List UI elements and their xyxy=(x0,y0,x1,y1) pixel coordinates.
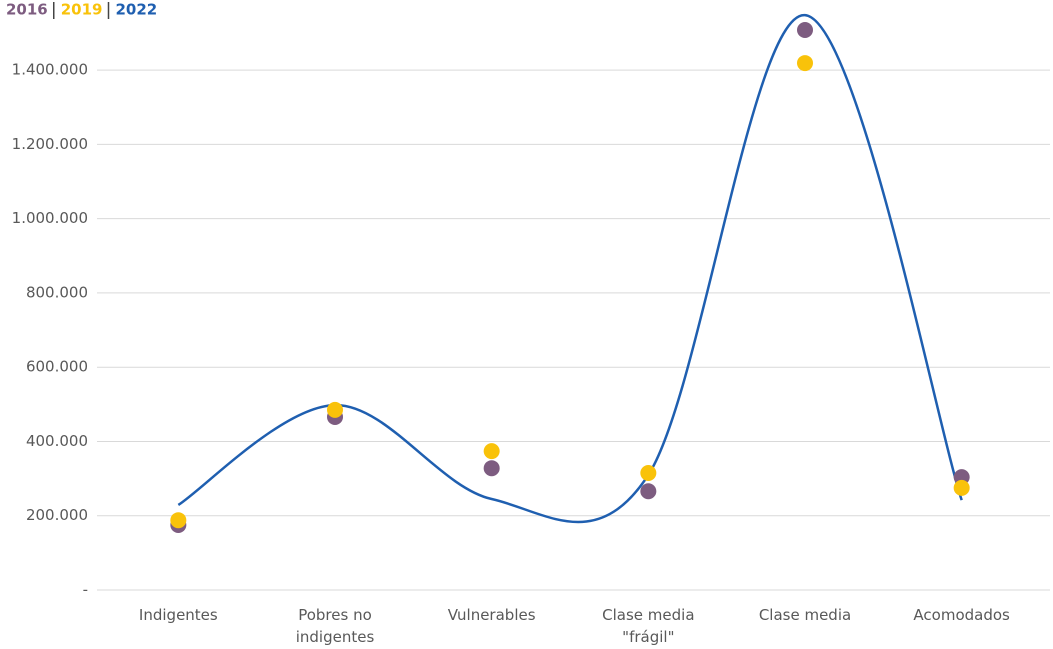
x-tick-label: Indigentes xyxy=(138,606,218,624)
data-point xyxy=(170,512,187,529)
data-point xyxy=(797,22,813,39)
x-tick-label: Pobres no indigentes xyxy=(295,606,375,646)
y-tick-label: 800.000 xyxy=(26,283,88,301)
y-tick-label: 400.000 xyxy=(26,432,88,450)
data-point xyxy=(483,443,500,460)
legend-entry: 2019 xyxy=(61,1,103,19)
y-tick-label: - xyxy=(83,581,88,599)
data-point xyxy=(327,401,343,418)
y-tick-label: 1.400.000 xyxy=(12,61,88,79)
legend-entry: 2016 xyxy=(6,1,48,19)
legend-entry: 2022 xyxy=(116,1,158,19)
data-point xyxy=(640,483,657,500)
x-tick-label: Clase media xyxy=(758,606,852,624)
y-tick-label: 1.000.000 xyxy=(12,209,88,227)
x-tick-label: Vulnerables xyxy=(447,606,536,624)
data-point xyxy=(483,460,500,477)
x-tick-label: Clase media "frágil" xyxy=(602,606,695,646)
data-point xyxy=(640,465,657,482)
y-tick-label: 1.200.000 xyxy=(12,135,88,153)
y-tick-label: 200.000 xyxy=(26,506,88,524)
data-point xyxy=(953,479,970,496)
x-tick-label: Acomodados xyxy=(913,606,1010,624)
line-series xyxy=(177,13,963,524)
data-point xyxy=(797,55,813,72)
y-tick-label: 600.000 xyxy=(26,358,88,376)
